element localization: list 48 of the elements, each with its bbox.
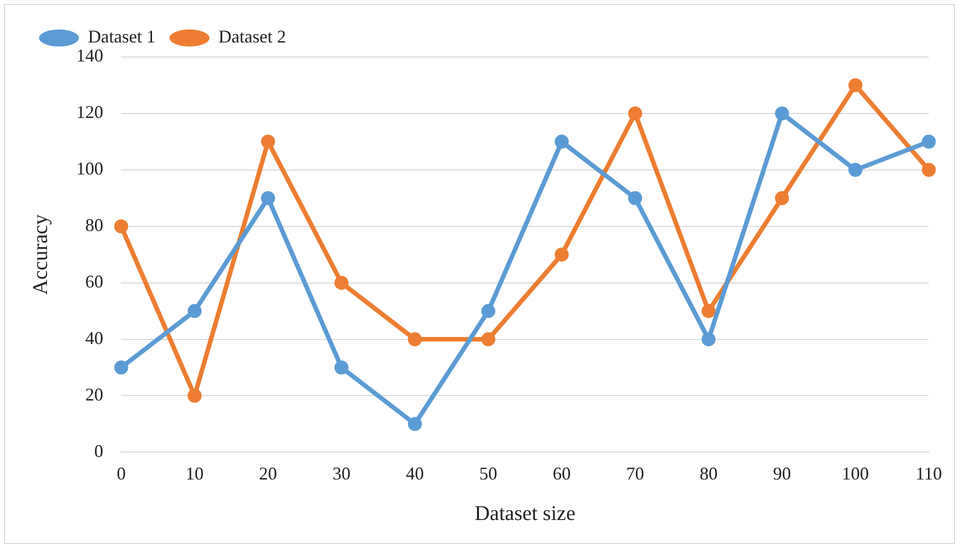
point	[702, 304, 716, 318]
x-tick-label: 70	[626, 464, 644, 484]
point	[408, 332, 422, 346]
y-tick-label: 140	[76, 46, 104, 66]
x-tick-label: 30	[332, 464, 350, 484]
point	[481, 332, 496, 346]
x-tick-label: 10	[186, 464, 204, 484]
x-tick-label: 110	[916, 464, 942, 484]
y-tick-label: 20	[85, 384, 104, 404]
legend-label: Dataset 2	[218, 26, 286, 47]
point	[774, 106, 789, 120]
x-tick-label: 0	[116, 464, 126, 484]
legend-label: Dataset 1	[88, 26, 156, 47]
point	[408, 416, 422, 431]
x-tick-label: 90	[772, 464, 791, 484]
point	[114, 219, 128, 234]
point	[848, 162, 862, 177]
y-tick-label: 100	[76, 158, 104, 179]
point	[628, 106, 642, 120]
point	[848, 78, 862, 92]
x-tick-label: 100	[842, 464, 869, 484]
x-tick-label: 50	[479, 464, 498, 484]
point	[334, 276, 348, 290]
point	[334, 360, 348, 375]
point	[481, 304, 496, 318]
point	[554, 248, 569, 262]
point	[922, 162, 936, 177]
y-tick-label: 80	[85, 215, 104, 236]
point	[261, 134, 276, 149]
point	[702, 332, 716, 346]
y-axis-title: Accuracy	[28, 214, 52, 295]
point	[188, 304, 202, 318]
point	[188, 388, 202, 403]
point	[114, 360, 128, 375]
x-tick-label: 20	[259, 464, 278, 484]
point	[628, 191, 642, 206]
point	[261, 191, 276, 206]
point	[774, 191, 789, 206]
y-tick-label: 60	[85, 272, 104, 292]
x-tick-label: 80	[700, 464, 718, 484]
y-tick-label: 40	[85, 328, 104, 348]
x-tick-label: 60	[552, 464, 571, 484]
x-tick-label: 40	[406, 464, 424, 484]
x-axis-title: Dataset size	[474, 500, 576, 525]
y-tick-label: 0	[94, 440, 104, 461]
point	[922, 134, 936, 149]
y-tick-label: 120	[76, 102, 104, 122]
point	[554, 134, 569, 149]
